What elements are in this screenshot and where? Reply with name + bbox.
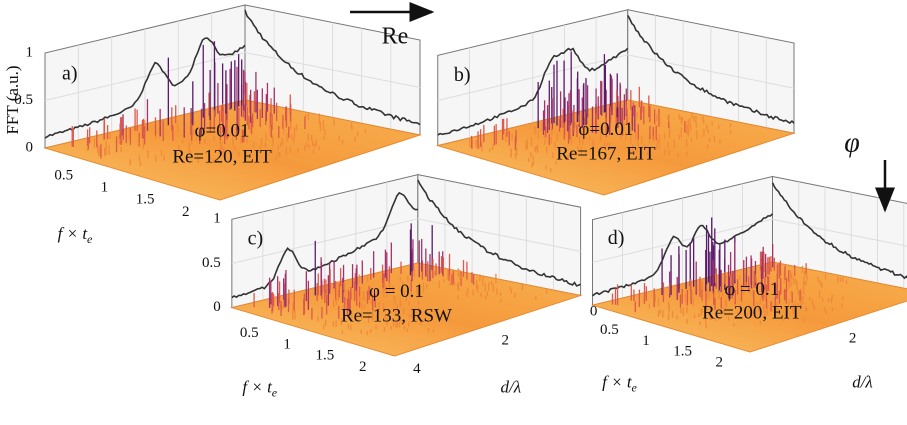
f-axis-label-main: f × t [602,372,633,391]
f-tick-label: 2 [359,359,367,375]
phi-annotation: φ=0.01 [195,120,250,141]
d-axis-label: d/λ [852,372,873,391]
panel-label: a) [62,63,78,85]
case-annotation: Re=167, EIT [556,143,656,164]
z-tick-label: 0 [213,299,221,315]
panel: b) φ=0.01 Re=167, EIT [435,9,796,196]
d-tick-label: 2 [849,330,857,346]
f-tick-label: 0.5 [600,322,619,338]
wall-grid [44,51,421,101]
f-axis-label-main: f × t [58,224,89,243]
f-axis-label: f × te [242,377,277,399]
panel: c) φ = 0.1 Re=133, RSW 1 0.5 0 0.5 1 1.5 2 f × te 0… [202,174,598,399]
z-tick-label: 1 [213,211,221,227]
f-tick-label: 1 [101,180,109,196]
case-annotation: Re=133, RSW [341,305,452,326]
projection-curve [771,182,907,280]
f-tick-label: 1.5 [316,348,335,364]
panel: d) φ = 0.1 Re=200, EIT 0.5 1 1.5 2 f × te 2 d/λ [590,175,907,394]
projection-curve [627,15,795,124]
case-annotation: Re=120, EIT [172,146,272,167]
f-tick-label: 1 [283,336,291,352]
y-axis-label: FFT (a.u.) [3,65,22,134]
wall-grid [592,218,907,263]
panel-label: b) [454,64,471,86]
d-axis-label: d/λ [501,377,522,396]
wall-grid [231,218,581,264]
f-axis-label: f × te [602,372,637,394]
projection-curve [231,191,418,299]
z-tick-label: 0.5 [14,92,33,108]
f-axis-label-sub: e [272,385,278,399]
phi-arrow-label: φ [844,127,860,158]
phi-annotation: φ = 0.1 [724,279,779,300]
re-arrow-label: Re [382,24,409,50]
case-annotation: Re=200, EIT [702,303,802,324]
f-tick-label: 1.5 [673,344,692,360]
projection-curve [417,179,581,287]
f-tick-label: 2 [182,204,190,220]
f-tick-label: 0.5 [240,325,259,341]
projection-curve [44,37,246,139]
phi-annotation: φ=0.01 [578,119,633,140]
f-axis-label-sub: e [632,380,638,394]
f-axis-label-sub: e [87,232,93,246]
z-tick-label: 0.5 [202,255,221,271]
z-tick-label: 1 [26,44,34,60]
d-tick-label: 2 [502,332,510,348]
projection-curve [592,213,774,297]
f-tick-label: 1 [642,333,650,349]
d-tick-label: 0 [590,304,598,320]
f-tick-label: 1.5 [136,192,155,208]
f-tick-label: 2 [715,355,723,371]
d-tick-label: 4 [413,361,421,377]
panel-label: c) [248,227,264,249]
surface-floor [43,99,422,201]
phi-annotation: φ = 0.1 [369,281,424,302]
z-tick-label: 0 [26,139,34,155]
panel-label: d) [608,227,625,249]
projection-curve [244,9,421,126]
f-tick-label: 0.5 [54,168,73,184]
panel: a) φ=0.01 Re=120, EIT 1 0.5 0 0.5 1 1.5 2 f × te [14,4,422,246]
f-axis-label: f × te [58,224,93,246]
wall-grid [437,54,795,101]
projection-curve [437,47,629,136]
f-axis-label-main: f × t [242,377,273,396]
